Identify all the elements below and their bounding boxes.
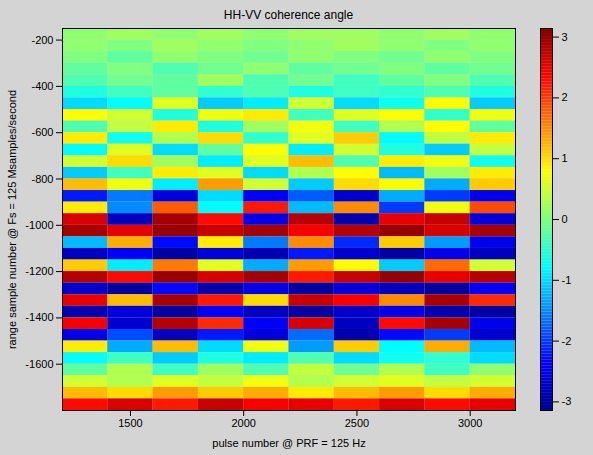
svg-text:1: 1	[562, 152, 568, 164]
svg-text:-1200: -1200	[25, 265, 53, 277]
svg-text:pulse number @ PRF = 125 Hz: pulse number @ PRF = 125 Hz	[212, 437, 365, 449]
svg-text:-2: -2	[562, 335, 572, 347]
svg-text:3000: 3000	[458, 417, 482, 429]
svg-text:2000: 2000	[231, 417, 255, 429]
svg-text:2: 2	[562, 91, 568, 103]
svg-text:-600: -600	[31, 126, 53, 138]
svg-text:-400: -400	[31, 80, 53, 92]
svg-text:-1400: -1400	[25, 311, 53, 323]
svg-text:3: 3	[562, 31, 568, 43]
svg-text:-1000: -1000	[25, 219, 53, 231]
svg-text:2500: 2500	[345, 417, 369, 429]
svg-text:-3: -3	[562, 395, 572, 407]
svg-text:-1600: -1600	[25, 358, 53, 370]
svg-text:0: 0	[562, 213, 568, 225]
svg-text:-800: -800	[31, 173, 53, 185]
svg-text:-1: -1	[562, 274, 572, 286]
html-text:HH-VV coherence angle: HH-VV coherence angle	[223, 8, 354, 22]
svg-text:1500: 1500	[118, 417, 142, 429]
svg-text:-200: -200	[31, 34, 53, 46]
svg-text:range sample number @ Fs = 125: range sample number @ Fs = 125 Msamples/…	[6, 90, 18, 349]
